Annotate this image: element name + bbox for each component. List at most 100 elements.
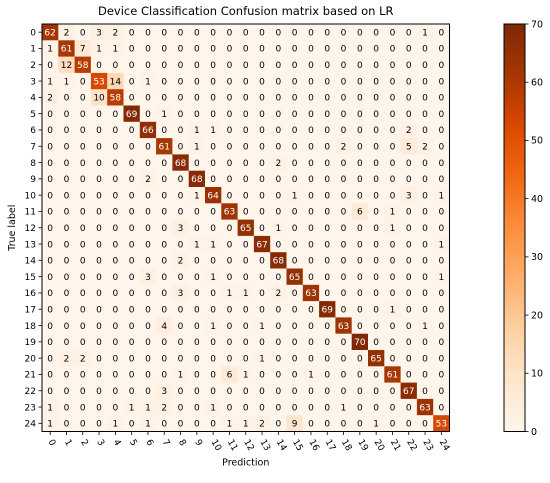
heatmap-cell [286, 138, 304, 155]
cell-value-label: 0 [373, 208, 379, 218]
cell-value-label: 0 [178, 420, 184, 430]
heatmap-cell [416, 219, 434, 237]
heatmap-cell [58, 415, 75, 432]
heatmap-cell [90, 56, 108, 74]
heatmap-cell [74, 154, 92, 172]
heatmap-cell [221, 121, 238, 139]
heatmap-cell [270, 268, 287, 286]
cell-value-label: 3 [145, 273, 151, 283]
heatmap-cell [400, 333, 418, 351]
cell-value-label: 0 [64, 94, 70, 104]
heatmap-cell [90, 138, 108, 155]
cell-value-label: 0 [243, 77, 249, 87]
cell-value-label: 0 [422, 240, 428, 250]
cell-value-label: 0 [373, 77, 379, 87]
heatmap-cell [123, 170, 141, 188]
cell-value-label: 0 [259, 28, 265, 38]
heatmap-cell [221, 382, 238, 400]
heatmap-cell [123, 105, 141, 123]
cell-value-label: 0 [275, 338, 281, 348]
cell-value-label: 0 [259, 273, 265, 283]
heatmap-cell [253, 415, 271, 432]
cell-value-label: 0 [243, 45, 249, 55]
cell-value-label: 0 [161, 28, 167, 38]
cell-value-label: 61 [159, 142, 170, 152]
heatmap-cell [384, 235, 401, 253]
heatmap-cell [172, 366, 190, 383]
heatmap-cell [139, 56, 157, 74]
cell-value-label: 6 [357, 208, 363, 218]
cell-value-label: 0 [422, 338, 428, 348]
cell-value-label: 0 [373, 338, 379, 348]
heatmap-cell [74, 219, 92, 237]
heatmap-cell [384, 89, 401, 106]
heatmap-cell [270, 415, 287, 432]
cell-value-label: 0 [47, 338, 53, 348]
cell-value-label: 0 [64, 420, 70, 430]
y-tick-label: 5 [30, 110, 36, 120]
heatmap-cell [188, 268, 206, 286]
heatmap-cell [139, 366, 157, 383]
cell-value-label: 0 [341, 354, 347, 364]
colorbar-tick-label: 10 [531, 369, 543, 380]
heatmap-cell [139, 219, 157, 237]
y-tick-label: 12 [25, 224, 36, 234]
cell-value-label: 3 [178, 224, 184, 234]
cell-value-label: 0 [112, 240, 118, 250]
cell-value-label: 0 [422, 126, 428, 136]
cell-value-label: 0 [210, 420, 216, 430]
heatmap-cell [221, 89, 238, 106]
heatmap-cell [270, 382, 287, 400]
cell-value-label: 1 [243, 289, 249, 299]
cell-value-label: 0 [292, 94, 298, 104]
cell-value-label: 0 [64, 289, 70, 299]
heatmap-cell [90, 40, 108, 57]
heatmap-cell [188, 187, 206, 204]
cell-value-label: 67 [403, 387, 414, 397]
y-tick-label: 0 [30, 28, 36, 38]
cell-value-label: 0 [308, 354, 314, 364]
heatmap-cell [351, 350, 369, 367]
heatmap-cell [172, 56, 190, 74]
cell-value-label: 0 [161, 240, 167, 250]
cell-value-label: 0 [406, 322, 412, 332]
heatmap-cell [384, 317, 401, 335]
cell-value-label: 0 [308, 45, 314, 55]
heatmap-cell [302, 382, 320, 400]
cell-value-label: 0 [243, 273, 249, 283]
heatmap-cell [58, 138, 75, 155]
heatmap-cell [319, 154, 336, 172]
cell-value-label: 0 [438, 77, 444, 87]
cell-value-label: 0 [341, 175, 347, 185]
cell-value-label: 0 [161, 159, 167, 169]
heatmap-cell [139, 24, 157, 41]
heatmap-cell [123, 366, 141, 383]
cell-value-label: 0 [194, 77, 200, 87]
heatmap-cell [335, 24, 353, 41]
cell-value-label: 14 [110, 77, 122, 87]
heatmap-cell [400, 138, 418, 155]
heatmap-cell [74, 284, 92, 302]
heatmap-cell [302, 138, 320, 155]
y-tick-label: 24 [25, 420, 37, 430]
cell-value-label: 1 [112, 420, 118, 430]
cell-value-label: 0 [259, 175, 265, 185]
heatmap-cell [172, 301, 190, 318]
heatmap-cell [302, 89, 320, 106]
heatmap-cell [90, 105, 108, 123]
heatmap-cell [107, 121, 124, 139]
cell-value-label: 0 [422, 305, 428, 315]
cell-value-label: 0 [308, 273, 314, 283]
cell-value-label: 69 [126, 110, 138, 120]
cell-value-label: 0 [80, 322, 86, 332]
heatmap-cell [319, 366, 336, 383]
x-tick-label: 16 [306, 438, 321, 453]
heatmap-cell [270, 121, 287, 139]
heatmap-cell [74, 415, 92, 432]
cell-value-label: 0 [161, 175, 167, 185]
cell-value-label: 1 [422, 28, 428, 38]
cell-value-label: 0 [80, 77, 86, 87]
cell-value-label: 1 [227, 420, 233, 430]
cell-value-label: 7 [80, 45, 86, 55]
heatmap-cell [368, 187, 385, 204]
